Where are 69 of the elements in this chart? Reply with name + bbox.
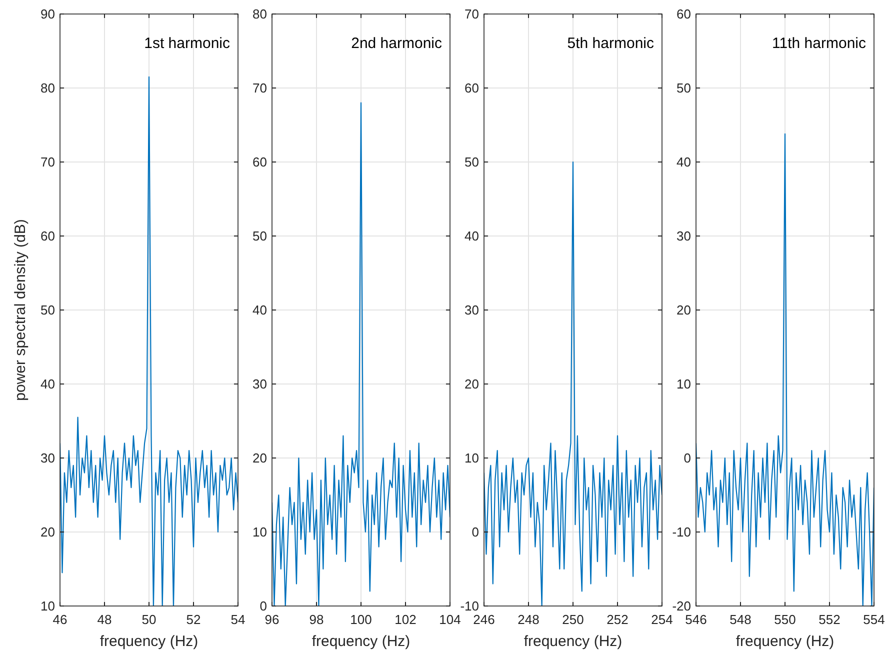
x-tick-label: 52 bbox=[186, 612, 201, 627]
y-tick-label: 20 bbox=[676, 302, 691, 318]
y-tick-label: 60 bbox=[676, 6, 691, 22]
y-tick-label: 60 bbox=[464, 80, 479, 96]
y-tick-label: -20 bbox=[672, 598, 691, 614]
y-tick-label: 80 bbox=[252, 6, 267, 22]
y-tick-label: 40 bbox=[40, 376, 55, 392]
x-tick-label: 546 bbox=[685, 612, 707, 627]
y-tick-label: 70 bbox=[252, 80, 267, 96]
x-tick-label: 102 bbox=[394, 612, 416, 627]
x-axis-title: frequency (Hz) bbox=[524, 633, 622, 650]
x-tick-label: 100 bbox=[350, 612, 372, 627]
x-tick-label: 98 bbox=[309, 612, 324, 627]
line-series bbox=[60, 76, 238, 606]
x-tick-label: 46 bbox=[52, 612, 68, 627]
x-tick-label: 550 bbox=[774, 612, 796, 627]
y-tick-label: 80 bbox=[40, 80, 55, 96]
y-tick-label: 30 bbox=[464, 302, 479, 318]
y-tick-label: 20 bbox=[252, 450, 267, 466]
x-tick-label: 250 bbox=[562, 612, 584, 627]
y-tick-label: 30 bbox=[252, 376, 267, 392]
x-tick-label: 248 bbox=[518, 612, 540, 627]
y-axis-title: power spectral density (dB) bbox=[12, 219, 29, 401]
y-tick-label: 60 bbox=[252, 154, 267, 170]
y-tick-label: 0 bbox=[684, 450, 691, 466]
y-tick-label: 50 bbox=[676, 80, 691, 96]
y-tick-label: 40 bbox=[252, 302, 267, 318]
y-tick-label: -10 bbox=[460, 598, 479, 614]
line-series bbox=[484, 161, 662, 606]
x-tick-label: 50 bbox=[142, 612, 156, 627]
y-tick-label: 0 bbox=[472, 524, 479, 540]
x-tick-label: 246 bbox=[473, 612, 495, 627]
x-tick-label: 554 bbox=[863, 612, 885, 627]
y-tick-label: 10 bbox=[676, 376, 691, 392]
annotation: 5th harmonic bbox=[567, 35, 654, 52]
x-tick-label: 54 bbox=[230, 612, 246, 627]
y-tick-label: 30 bbox=[676, 228, 691, 244]
y-tick-label: -10 bbox=[672, 524, 691, 540]
y-tick-label: 70 bbox=[40, 154, 55, 170]
y-tick-label: 60 bbox=[40, 228, 55, 244]
x-tick-label: 552 bbox=[818, 612, 840, 627]
y-tick-label: 50 bbox=[464, 154, 479, 170]
x-axis-title: frequency (Hz) bbox=[312, 633, 410, 650]
x-tick-label: 254 bbox=[651, 612, 673, 627]
x-axis-title: frequency (Hz) bbox=[736, 633, 834, 650]
y-tick-label: 20 bbox=[40, 524, 55, 540]
x-tick-label: 104 bbox=[439, 612, 461, 627]
y-tick-label: 30 bbox=[40, 450, 55, 466]
y-tick-label: 20 bbox=[464, 376, 479, 392]
y-tick-label: 40 bbox=[676, 154, 691, 170]
annotation: 11th harmonic bbox=[772, 35, 866, 52]
y-tick-label: 50 bbox=[252, 228, 267, 244]
line-series bbox=[272, 102, 450, 606]
annotation: 2nd harmonic bbox=[351, 35, 442, 52]
y-tick-label: 10 bbox=[40, 598, 55, 614]
x-tick-label: 548 bbox=[730, 612, 752, 627]
y-tick-label: 90 bbox=[40, 6, 55, 22]
x-tick-label: 48 bbox=[97, 612, 112, 627]
y-tick-label: 0 bbox=[260, 598, 267, 614]
x-axis-title: frequency (Hz) bbox=[100, 633, 198, 650]
y-tick-label: 10 bbox=[252, 524, 267, 540]
line-series bbox=[696, 133, 874, 606]
y-tick-label: 10 bbox=[464, 450, 479, 466]
y-tick-label: 50 bbox=[40, 302, 55, 318]
annotation: 1st harmonic bbox=[144, 35, 230, 52]
x-tick-label: 252 bbox=[606, 612, 628, 627]
y-tick-label: 40 bbox=[464, 228, 479, 244]
y-tick-label: 70 bbox=[464, 6, 479, 22]
x-tick-label: 96 bbox=[264, 612, 280, 627]
